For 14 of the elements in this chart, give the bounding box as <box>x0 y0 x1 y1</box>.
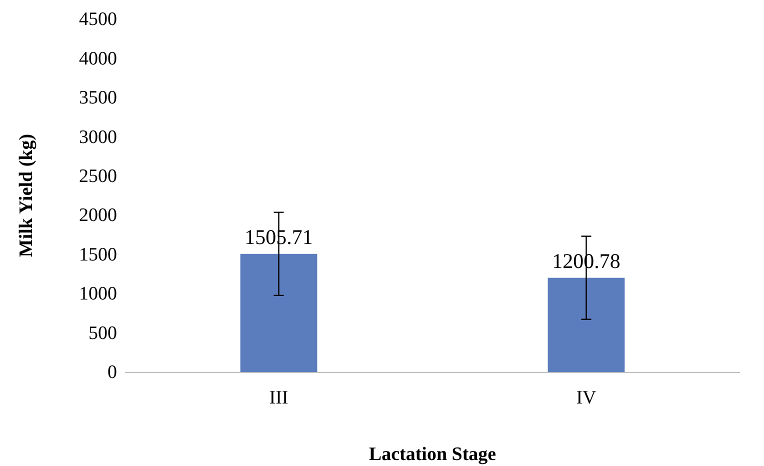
y-tick-label: 3500 <box>79 88 117 109</box>
y-tick-label: 2000 <box>79 205 117 226</box>
y-tick-label: 4000 <box>79 48 117 70</box>
y-axis-title: Milk Yield (kg) <box>16 134 37 258</box>
x-tick-label: IV <box>576 387 597 408</box>
y-tick-label: 4500 <box>79 9 117 30</box>
x-axis-title: Lactation Stage <box>368 444 496 465</box>
y-tick-label: 2500 <box>79 166 117 187</box>
y-tick-label: 500 <box>88 322 117 344</box>
y-tick-label: 3000 <box>79 126 117 148</box>
y-tick-label: 1500 <box>79 244 117 266</box>
y-tick-label: 1000 <box>79 284 117 305</box>
y-tick-label: 0 <box>108 362 117 384</box>
x-tick-label: III <box>269 387 288 408</box>
